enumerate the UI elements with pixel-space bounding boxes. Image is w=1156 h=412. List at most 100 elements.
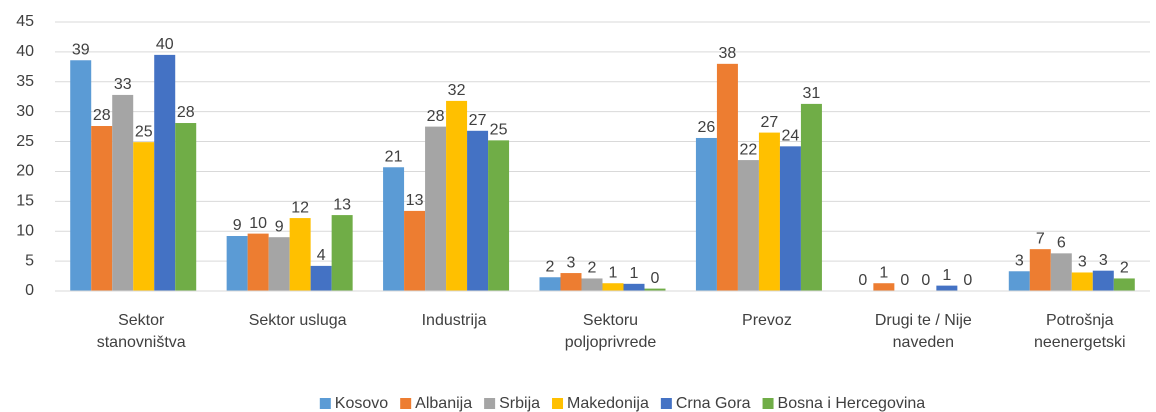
data-label: 32: [448, 82, 466, 99]
bar: [623, 283, 645, 291]
bar: [1050, 253, 1072, 291]
bar: [226, 236, 248, 291]
legend-swatch: [319, 398, 331, 409]
data-label: 27: [469, 112, 487, 129]
bar: [1029, 249, 1051, 291]
data-label: 0: [858, 272, 867, 289]
data-label: 4: [317, 247, 326, 264]
data-label: 3: [1078, 254, 1087, 271]
data-label: 0: [900, 272, 909, 289]
data-label: 39: [72, 41, 90, 58]
y-tick-label: 25: [16, 133, 34, 150]
bar: [70, 60, 92, 291]
bar: [247, 233, 269, 291]
bar: [758, 132, 780, 291]
data-label: 40: [156, 36, 174, 53]
bar: [539, 277, 561, 291]
x-tick-label: Potrošnja neenergetski: [1033, 312, 1126, 351]
bar: [425, 126, 447, 291]
legend-label: Crna Gora: [676, 395, 751, 412]
data-label: 2: [1120, 260, 1129, 277]
data-label: 2: [546, 258, 555, 275]
data-label: 26: [698, 119, 716, 136]
bar: [1071, 272, 1093, 291]
x-tick-label: Drugi te / Nije naveden: [874, 312, 972, 351]
bar: [268, 237, 290, 291]
y-tick-label: 5: [25, 252, 34, 269]
legend-swatch: [660, 398, 672, 409]
bar: [404, 210, 426, 291]
bar: [1092, 270, 1114, 291]
bar: [112, 94, 134, 291]
legend-label: Bosna i Hercegovina: [778, 395, 926, 412]
data-label: 13: [333, 196, 351, 213]
data-label: 21: [385, 148, 403, 165]
x-tick-label: Sektoru poljoprivrede: [564, 312, 657, 351]
data-label: 33: [114, 76, 132, 93]
y-tick-label: 20: [16, 163, 34, 180]
legend-swatch: [552, 398, 564, 409]
data-label: 3: [567, 254, 576, 271]
bar: [133, 142, 155, 291]
data-label: 9: [233, 217, 242, 234]
y-tick-label: 0: [25, 282, 34, 299]
data-label: 1: [630, 265, 639, 282]
data-label: 9: [275, 218, 284, 235]
bar: [716, 63, 738, 291]
bar: [936, 285, 958, 291]
legend-swatch: [762, 398, 774, 409]
data-label: 13: [406, 192, 424, 209]
data-label: 28: [427, 108, 445, 125]
data-label: 0: [921, 272, 930, 289]
data-label: 28: [93, 107, 111, 124]
bar: [91, 126, 113, 291]
bar: [1113, 278, 1135, 291]
bar: [581, 278, 603, 291]
data-label: 12: [291, 199, 309, 216]
bar: [800, 103, 822, 291]
y-tick-label: 45: [16, 13, 34, 30]
y-tick-label: 30: [16, 103, 34, 120]
bar: [289, 218, 311, 291]
bar: [873, 283, 895, 291]
bar: [446, 100, 468, 291]
legend-label: Kosovo: [335, 395, 388, 412]
y-tick-label: 10: [16, 222, 34, 239]
bar: [154, 54, 176, 291]
x-tick-label: Sektor usluga: [248, 312, 347, 329]
data-label: 3: [1015, 252, 1024, 269]
x-tick-label: Prevoz: [742, 312, 792, 329]
bar: [779, 146, 801, 291]
legend-swatch: [400, 398, 412, 409]
legend-label: Makedonija: [567, 395, 649, 412]
y-tick-label: 40: [16, 43, 34, 60]
data-label: 1: [609, 264, 618, 281]
data-label: 28: [177, 104, 195, 121]
data-label: 24: [782, 128, 800, 145]
bar: [560, 273, 582, 291]
data-label: 27: [761, 114, 779, 131]
legend-label: Albanija: [415, 395, 472, 412]
data-label: 1: [879, 264, 888, 281]
data-label: 0: [963, 272, 972, 289]
bar: [467, 130, 489, 291]
data-label: 22: [740, 141, 758, 158]
x-tick-label: Industrija: [421, 312, 487, 329]
data-label: 38: [719, 45, 737, 62]
data-label: 0: [651, 270, 660, 287]
bar: [383, 167, 405, 291]
x-tick-label: Sektor stanovništva: [96, 312, 186, 351]
y-tick-label: 35: [16, 73, 34, 90]
bar: [1008, 271, 1030, 291]
bar: [602, 283, 624, 291]
data-label: 25: [135, 123, 153, 140]
data-label: 3: [1099, 252, 1108, 269]
data-label: 6: [1057, 235, 1066, 252]
bar: [310, 265, 332, 291]
legend-swatch: [484, 398, 496, 409]
data-label: 1: [942, 267, 951, 284]
data-label: 31: [803, 85, 821, 102]
bar: [175, 123, 197, 291]
